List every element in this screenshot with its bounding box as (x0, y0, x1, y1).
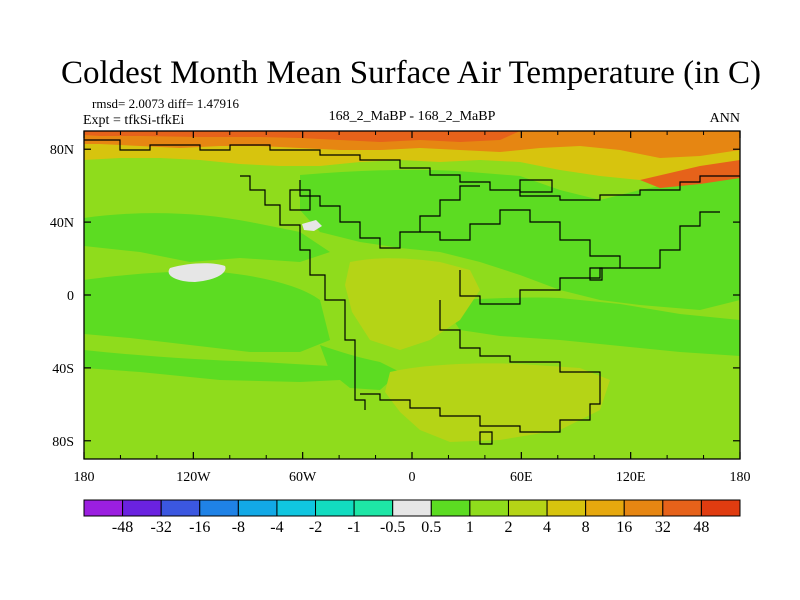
field-north-pacific-band (84, 213, 330, 262)
outline-tethys-north (420, 209, 720, 269)
experiment-label: Expt = tfkSi-tfkEi (83, 113, 184, 128)
chart-title: Coldest Month Mean Surface Air Temperatu… (61, 55, 761, 91)
outline-gondwana-east (360, 300, 601, 433)
y-axis: 80N 40N 0 40S 80S (50, 143, 740, 450)
field-near-zero-atlantic (302, 220, 322, 231)
x-tick-label: 60W (289, 470, 317, 485)
outline-greenland-detail (289, 189, 311, 211)
colorbar-label: -8 (232, 519, 245, 536)
outline-north-america-west (240, 175, 366, 410)
colorbar-swatch (662, 499, 702, 517)
colorbar-swatch (160, 499, 201, 517)
field-arctic-warm (84, 131, 740, 158)
field-east-arctic-hot (640, 160, 740, 188)
colorbar-label: -2 (309, 519, 322, 536)
colorbar-swatch (700, 499, 741, 517)
period-label: ANN (710, 111, 740, 126)
colorbar-swatch (623, 499, 664, 517)
colorbar-swatch (469, 499, 509, 517)
field-eurasia-interior (300, 169, 740, 310)
x-axis: 180 120W 60W 0 60E 120E 180 (74, 131, 751, 485)
y-tick-label: 40N (50, 216, 74, 231)
colorbar-label: 48 (693, 519, 709, 536)
x-tick-label: 0 (409, 470, 416, 485)
outline-antarctic-islands (479, 431, 493, 445)
field-southern-continent (385, 363, 610, 442)
continent-outlines (84, 139, 740, 445)
colorbar-label: -32 (151, 519, 172, 536)
map-field (84, 131, 740, 459)
x-tick-label: 180 (74, 470, 95, 485)
colorbar-label: 8 (582, 519, 590, 536)
colorbar-label: -4 (270, 519, 283, 536)
x-tick-label: 120E (616, 470, 646, 485)
colorbar-label: 16 (616, 519, 632, 536)
colorbar-swatch (507, 499, 548, 517)
outline-north-atlantic-coast (299, 180, 480, 249)
colorbar-swatch (353, 499, 394, 517)
colorbar-label: -1 (347, 519, 360, 536)
colorbar-swatch (585, 499, 625, 517)
field-south-mid-green (320, 345, 400, 390)
center-label: 168_2_MaBP - 168_2_MaBP (329, 109, 496, 124)
stats-label: rmsd= 2.0073 diff= 1.47916 (92, 96, 239, 111)
colorbar-swatch (392, 499, 432, 517)
colorbar-swatch (83, 499, 124, 517)
colorbar-swatch (315, 499, 355, 517)
colorbar-swatch (122, 499, 162, 517)
x-tick-label: 180 (730, 470, 751, 485)
field-africa-west-pacific (345, 258, 480, 350)
y-tick-label: 80N (50, 143, 74, 158)
colorbar-swatch (546, 499, 587, 517)
colorbar-label: 0.5 (421, 519, 441, 536)
field-southern-ocean-west (84, 350, 340, 382)
colorbar-label: -16 (189, 519, 210, 536)
colorbar-swatch (276, 499, 317, 517)
y-tick-label: 0 (67, 289, 74, 304)
field-tethys-ocean (440, 297, 740, 356)
colorbar-label: 32 (655, 519, 671, 536)
x-tick-label: 60E (510, 470, 533, 485)
outline-laurasia (84, 139, 740, 201)
colorbar-label: 1 (466, 519, 474, 536)
x-tick-label: 120W (176, 470, 211, 485)
colorbar-swatch (430, 499, 471, 517)
outline-north-islands (519, 179, 553, 193)
colorbar-label: 2 (504, 519, 512, 536)
outline-tethys-south (459, 267, 620, 305)
colorbar-label: 4 (543, 519, 551, 536)
colorbar-swatch (199, 499, 239, 517)
y-tick-label: 40S (52, 362, 74, 377)
colorbar-swatch (237, 499, 278, 517)
colorbar-label: -48 (112, 519, 133, 536)
field-east-pacific-equatorial (84, 271, 330, 352)
y-tick-label: 80S (52, 435, 74, 450)
colorbar-label: -0.5 (380, 519, 405, 536)
outline-east-asia-island (589, 267, 603, 281)
colorbar: -48 -32 -16 -8 -4 -2 -1 -0.5 0.5 1 2 4 8 16 32 48 (83, 499, 741, 536)
field-near-zero-pacific (168, 263, 226, 282)
